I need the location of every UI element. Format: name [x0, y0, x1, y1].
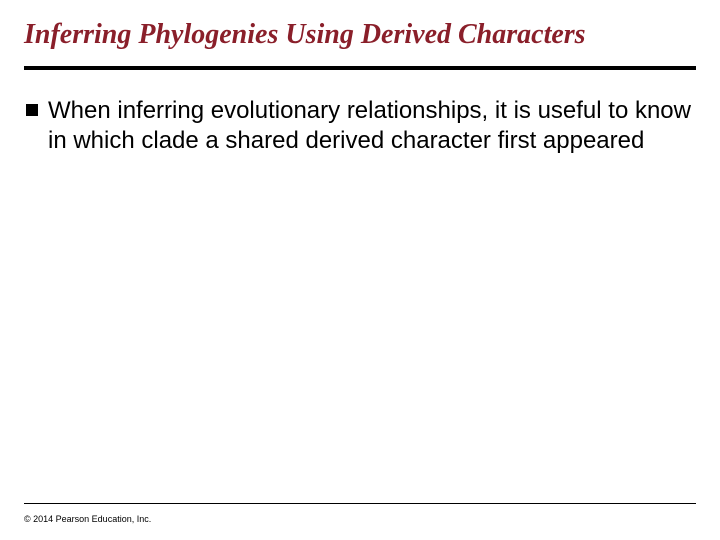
body-area: When inferring evolutionary relationship…: [24, 96, 696, 157]
square-bullet-icon: [26, 104, 38, 116]
footer-rule: [24, 503, 696, 504]
bullet-text: When inferring evolutionary relationship…: [48, 96, 694, 157]
slide-title: Inferring Phylogenies Using Derived Char…: [24, 18, 696, 52]
bullet-item: When inferring evolutionary relationship…: [26, 96, 694, 157]
copyright-text: © 2014 Pearson Education, Inc.: [24, 514, 151, 524]
title-underline-rule: [24, 66, 696, 70]
slide: Inferring Phylogenies Using Derived Char…: [0, 0, 720, 540]
